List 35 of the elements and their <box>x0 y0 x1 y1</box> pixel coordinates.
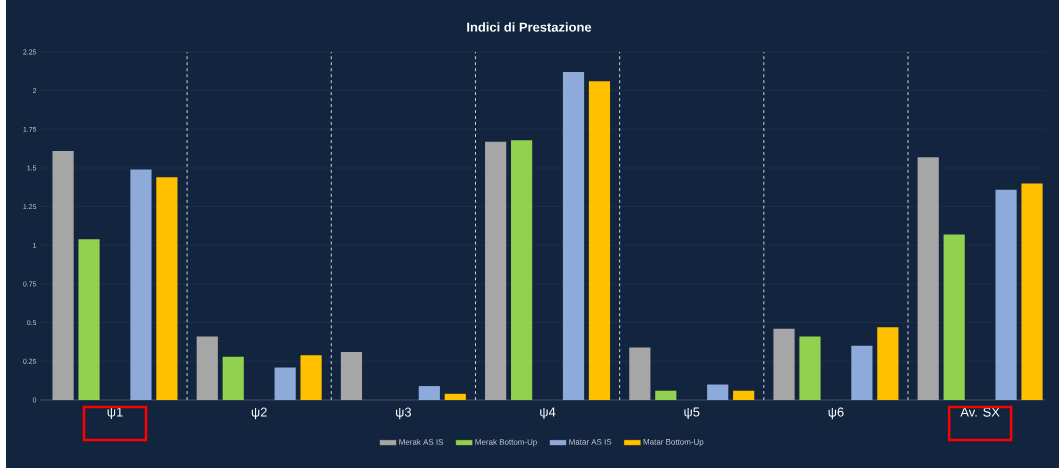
bar <box>274 367 296 400</box>
x-tick-label: ψ5 <box>684 407 700 420</box>
bar <box>196 336 218 400</box>
bar <box>156 177 178 400</box>
bar <box>707 384 729 400</box>
bar <box>995 189 1017 400</box>
bar <box>130 169 152 400</box>
bar <box>629 347 651 400</box>
bar <box>655 390 677 400</box>
x-tick-label: Av. SX <box>960 407 1000 417</box>
x-tick-label: ψ3 <box>396 407 412 420</box>
bar <box>222 356 244 400</box>
bar <box>52 150 74 400</box>
bar <box>1021 183 1043 400</box>
bar <box>444 393 466 400</box>
x-tick-label: ψ4 <box>540 407 556 420</box>
bar <box>418 386 440 400</box>
bar <box>340 352 363 400</box>
x-tick-label: ψ6 <box>828 407 844 420</box>
bar <box>733 390 755 400</box>
bar <box>773 328 795 400</box>
bar <box>877 327 899 400</box>
bar <box>485 141 507 400</box>
bar <box>511 140 533 400</box>
x-tick-label: ψ2 <box>251 407 267 420</box>
bar <box>588 81 611 400</box>
bar <box>78 239 100 400</box>
chart-title: Indici di Prestazione <box>467 22 592 32</box>
bar <box>300 355 322 400</box>
bar <box>799 336 821 400</box>
bar <box>851 345 873 400</box>
bar <box>943 234 965 400</box>
bar <box>562 72 585 400</box>
x-tick-label: ψ1 <box>107 407 123 420</box>
bar <box>917 157 939 400</box>
